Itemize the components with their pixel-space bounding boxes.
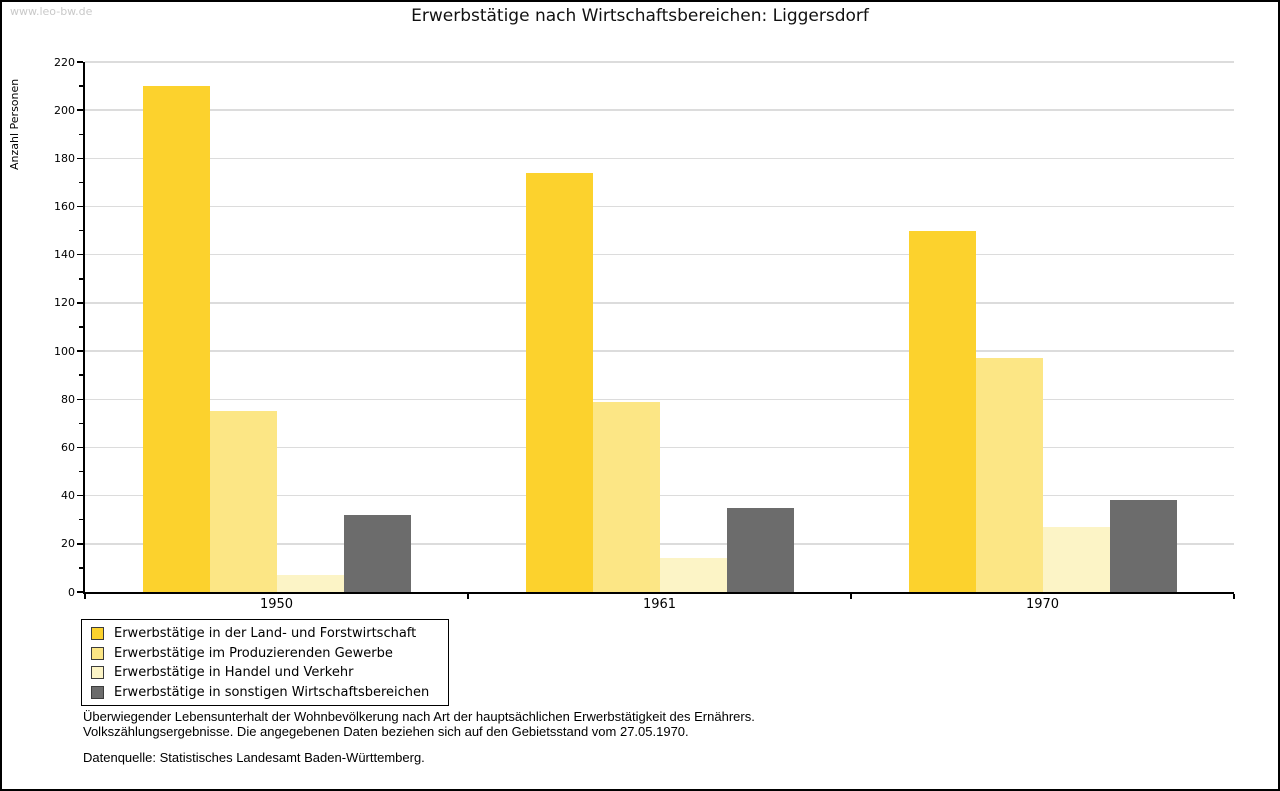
legend-label: Erwerbstätige im Produzierenden Gewerbe: [114, 645, 393, 661]
y-tick-label: 100: [54, 344, 75, 358]
y-tick-label: 140: [54, 248, 75, 262]
legend-label: Erwerbstätige in der Land- und Forstwirt…: [114, 626, 417, 642]
y-tick: [77, 591, 83, 593]
y-tick: [77, 302, 83, 304]
y-minor-tick: [79, 278, 83, 280]
y-tick-label: 0: [68, 585, 75, 599]
bar-series1-1950: [142, 86, 210, 592]
y-minor-tick: [79, 85, 83, 87]
x-tick: [467, 594, 469, 599]
y-tick-label: 20: [61, 537, 75, 551]
legend-item: Erwerbstätige in der Land- und Forstwirt…: [82, 624, 448, 644]
bar-series4-1950: [343, 514, 411, 592]
gridline: [85, 205, 1234, 208]
gridline: [85, 302, 1234, 304]
bar-series2-1950: [209, 411, 277, 592]
x-tick: [850, 594, 852, 599]
gridline: [85, 157, 1234, 160]
y-tick: [77, 157, 83, 160]
gridline: [85, 61, 1234, 63]
legend: Erwerbstätige in der Land- und Forstwirt…: [81, 619, 449, 706]
legend-item: Erwerbstätige in Handel und Verkehr: [82, 663, 448, 683]
data-source: Datenquelle: Statistisches Landesamt Bad…: [83, 750, 425, 765]
y-minor-tick: [79, 567, 83, 569]
y-tick: [77, 61, 83, 63]
bar-series3-1950: [276, 575, 344, 592]
y-tick: [77, 494, 83, 497]
y-axis-line: [83, 62, 85, 592]
bar-series4-1961: [726, 507, 794, 592]
gridline: [85, 543, 1234, 545]
y-tick-label: 200: [54, 103, 75, 117]
y-tick: [77, 350, 83, 352]
y-minor-tick: [79, 374, 83, 376]
y-tick-label: 40: [61, 489, 75, 503]
legend-label: Erwerbstätige in Handel und Verkehr: [114, 665, 354, 681]
y-tick-label: 160: [54, 200, 75, 214]
x-category-label: 1950: [259, 597, 294, 612]
bar-series3-1970: [1042, 526, 1110, 592]
legend-item: Erwerbstätige in sonstigen Wirtschaftsbe…: [82, 683, 448, 703]
legend-label: Erwerbstätige in sonstigen Wirtschaftsbe…: [114, 684, 430, 700]
footnote-line-2: Volkszählungsergebnisse. Die angegebenen…: [83, 723, 689, 739]
x-tick: [84, 594, 86, 599]
gridline: [85, 109, 1234, 111]
x-axis-line: [83, 592, 1234, 594]
y-tick: [77, 446, 83, 449]
y-tick-label: 60: [61, 440, 75, 454]
y-tick-label: 180: [54, 151, 75, 165]
y-tick: [77, 253, 83, 256]
bar-series2-1970: [975, 358, 1043, 592]
legend-item: Erwerbstätige im Produzierenden Gewerbe: [82, 644, 448, 664]
legend-swatch: [91, 646, 104, 660]
y-minor-tick: [79, 326, 83, 328]
y-minor-tick: [79, 229, 83, 232]
gridline: [85, 253, 1234, 256]
footnotes: Überwiegender Lebensunterhalt der Wohnbe…: [83, 709, 755, 766]
y-tick: [77, 205, 83, 208]
bar-series2-1961: [592, 401, 660, 592]
gridline: [85, 398, 1234, 401]
x-tick: [1233, 594, 1235, 599]
y-minor-tick: [79, 422, 83, 425]
y-tick-label: 120: [54, 296, 75, 310]
legend-swatch: [91, 685, 104, 699]
footnote-line-1: Überwiegender Lebensunterhalt der Wohnbe…: [83, 709, 755, 724]
legend-swatch: [91, 627, 104, 641]
gridline: [85, 446, 1234, 449]
y-tick: [77, 543, 83, 545]
x-category-label: 1961: [642, 597, 677, 612]
y-tick-label: 220: [54, 55, 75, 69]
y-minor-tick: [79, 518, 83, 521]
bar-series1-1961: [525, 172, 593, 592]
y-minor-tick: [79, 470, 83, 473]
chart-title: Erwerbstätige nach Wirtschaftsbereichen:…: [411, 6, 869, 26]
bar-series3-1961: [659, 558, 727, 592]
y-tick: [77, 109, 83, 111]
legend-swatch: [91, 666, 104, 680]
y-minor-tick: [79, 133, 83, 136]
x-category-label: 1970: [1025, 597, 1060, 612]
site-watermark: www.leo-bw.de: [10, 5, 93, 18]
y-tick-label: 80: [61, 392, 75, 406]
gridline: [85, 494, 1234, 497]
bar-series1-1970: [908, 230, 976, 592]
y-tick: [77, 398, 83, 401]
y-minor-tick: [79, 181, 83, 184]
bar-series4-1970: [1109, 500, 1177, 592]
gridline: [85, 350, 1234, 352]
